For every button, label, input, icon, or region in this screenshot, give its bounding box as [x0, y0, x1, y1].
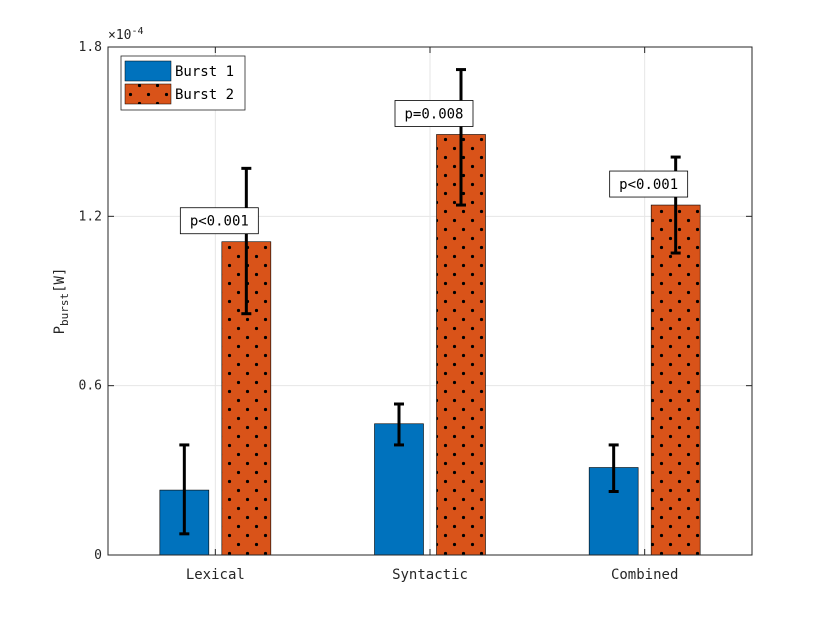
y-tick-label-3: 1.8 [79, 40, 102, 55]
p-value-annotation-2: p<0.001 [609, 170, 689, 198]
y-exponent-base: ×10 [108, 28, 131, 43]
x-category-label-1: Syntactic [392, 567, 468, 583]
y-axis-title-subscript: burst [58, 293, 71, 326]
x-category-label-2: Combined [611, 567, 678, 583]
error-bar-0-1 [394, 402, 404, 447]
error-bar-0-0 [179, 443, 190, 536]
y-axis-title: Pburst[W] [52, 268, 71, 335]
axis-ticks [108, 46, 752, 556]
y-axis-title-unit: [W] [52, 268, 68, 293]
p-value-annotations: p<0.001 p=0.008 p<0.001 [179, 100, 689, 235]
error-bar-0-2 [608, 443, 619, 493]
p-value-annotation-0: p<0.001 [179, 207, 259, 235]
bar-burst-2-combined [650, 204, 701, 556]
error-bars [179, 68, 681, 536]
p-value-text: p<0.001 [619, 177, 678, 193]
x-category-label-0: Lexical [186, 567, 245, 583]
p-value-box [394, 100, 474, 127]
y-tick-label-2: 1.2 [79, 209, 102, 224]
legend-swatch-0 [124, 60, 172, 82]
tick-labels: 0 0.6 1.2 1.8 Lexical Syntactic Combined [79, 40, 679, 583]
p-value-text: p<0.001 [190, 214, 249, 230]
legend: Burst 1 Burst 2 [120, 55, 246, 111]
legend-label-1: Burst 2 [175, 87, 234, 103]
y-tick-label-1: 0.6 [79, 379, 102, 394]
error-bar-1-0 [241, 166, 252, 316]
y-tick-label-0: 0 [94, 548, 102, 563]
legend-label-0: Burst 1 [175, 64, 234, 80]
y-axis-exponent: ×10-4 [108, 26, 144, 43]
y-axis-title-main: P [52, 326, 68, 334]
legend-swatch-1 [124, 83, 172, 105]
p-value-box [609, 170, 689, 198]
y-exponent-power: -4 [131, 26, 143, 37]
p-value-box [179, 207, 259, 235]
p-value-text: p=0.008 [404, 106, 463, 122]
error-bar-1-1 [456, 68, 466, 207]
p-value-annotation-1: p=0.008 [394, 100, 474, 127]
